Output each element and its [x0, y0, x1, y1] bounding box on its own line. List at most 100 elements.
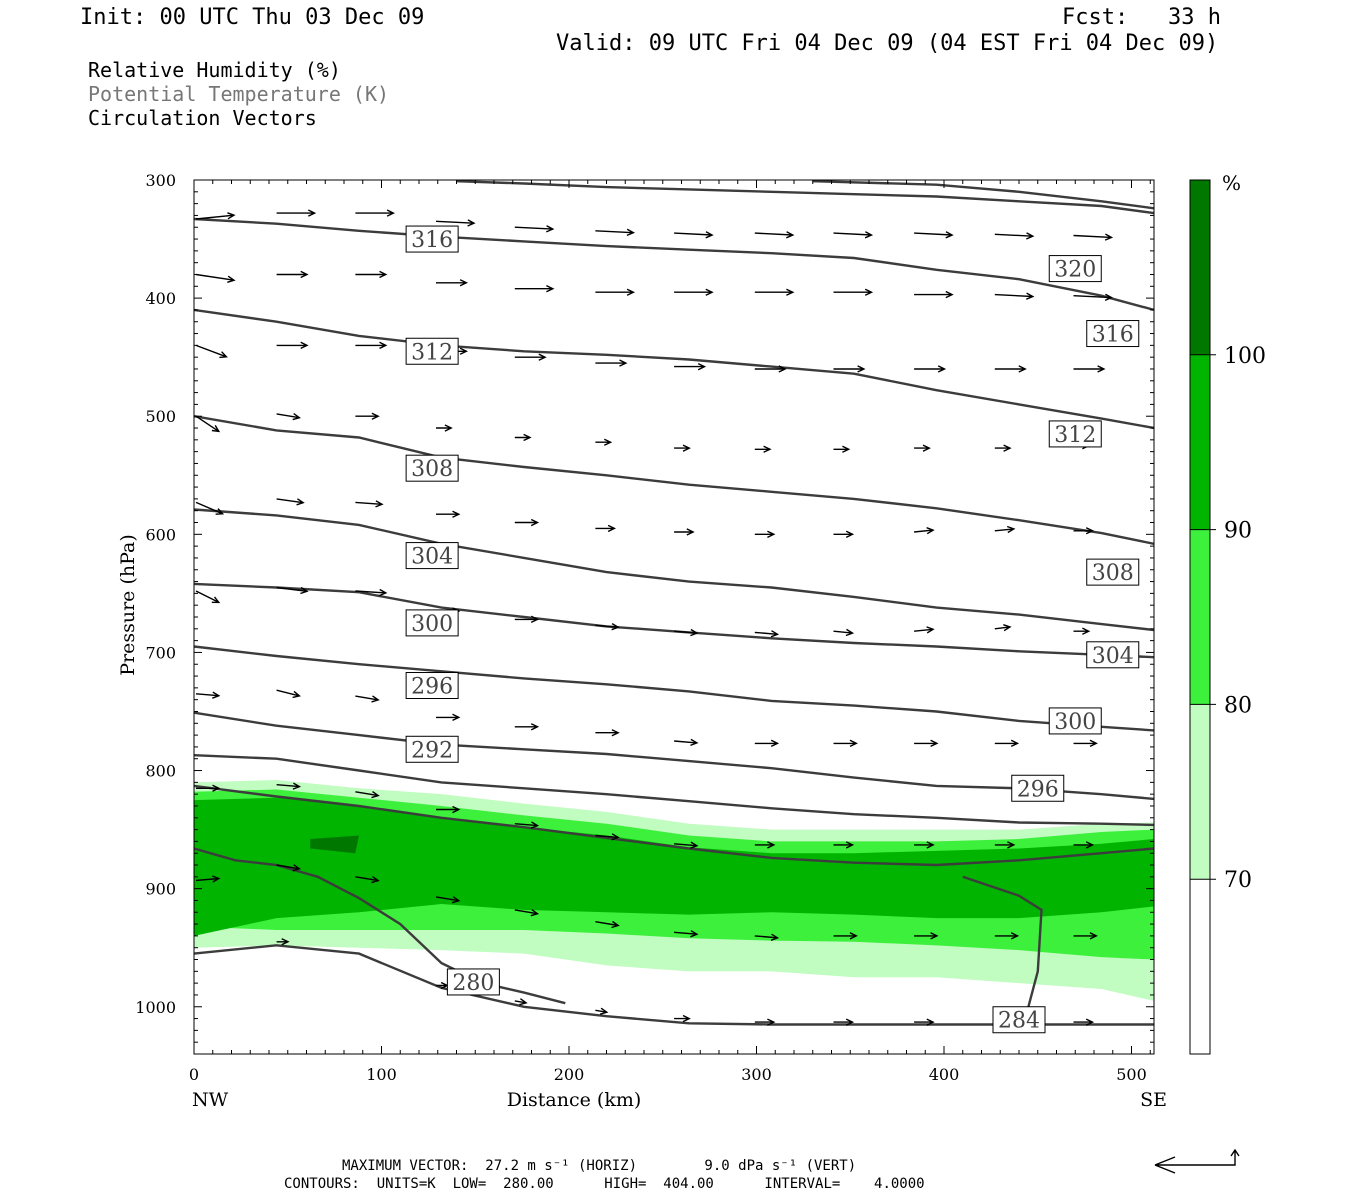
circulation-vector — [355, 695, 380, 703]
colorbar: 70 80 90 100% — [1189, 171, 1266, 1055]
x-tick-label: 500 — [1116, 1065, 1147, 1084]
contour-label-box — [405, 609, 459, 637]
contour-label: 320 — [1054, 258, 1096, 283]
circulation-vector — [195, 415, 221, 433]
circulation-vector — [514, 518, 540, 527]
y-tick-label: 1000 — [135, 998, 176, 1017]
circulation-vector — [595, 524, 617, 533]
circulation-vector — [833, 530, 855, 539]
circulation-vector — [833, 288, 874, 296]
circulation-vector — [1073, 932, 1098, 940]
contour-label: 284 — [998, 1009, 1040, 1034]
contour-label-box — [405, 542, 459, 570]
x-end-label-se: SE — [1140, 1089, 1167, 1111]
circulation-vector — [276, 689, 301, 699]
circulation-vector — [994, 292, 1035, 300]
circulation-vector — [994, 232, 1035, 240]
y-tick-label: 900 — [145, 880, 176, 899]
circulation-vector — [754, 933, 780, 941]
circulation-vector — [1073, 841, 1095, 849]
circulation-vector — [355, 588, 388, 597]
contour-label-box — [1048, 420, 1102, 448]
colorbar-level-label: 90 — [1224, 519, 1252, 544]
colorbar-segment — [1190, 879, 1210, 1054]
circulation-vector — [595, 1007, 609, 1015]
rh-shading — [194, 779, 1154, 1001]
legend-relative-humidity: Relative Humidity (%) — [88, 58, 341, 82]
theta-contour-292 — [194, 754, 1154, 827]
valid-time: Valid: 09 UTC Fri 04 Dec 09 (04 EST Fri … — [556, 31, 1219, 56]
circulation-vector — [276, 341, 309, 350]
circulation-vector — [674, 841, 699, 849]
circulation-vector — [276, 498, 305, 506]
contour-label: 296 — [1017, 777, 1059, 802]
circulation-vector — [436, 805, 461, 814]
circulation-vector — [276, 270, 309, 279]
circulation-vector — [1073, 739, 1098, 748]
circulation-vector — [833, 1018, 855, 1026]
circulation-vector — [833, 231, 874, 239]
circulation-vector — [914, 1018, 935, 1026]
contour-labels: 316 320 312 316 308 312 304 308 300 304 296 300 292 2… — [405, 225, 1140, 1034]
circulation-vector — [1073, 527, 1095, 535]
y-tick-label: 600 — [145, 525, 176, 544]
contour-label-box — [405, 672, 459, 700]
circulation-vector — [435, 219, 476, 227]
circulation-vector — [754, 530, 776, 539]
legend-circulation-vectors: Circulation Vectors — [88, 106, 317, 130]
circulation-vector — [276, 586, 309, 595]
circulation-vector — [514, 998, 528, 1006]
circulation-vector — [436, 510, 461, 518]
circulation-vector — [514, 433, 532, 442]
circulation-vector — [674, 1014, 691, 1023]
circulation-vector — [674, 231, 714, 239]
circulation-vector — [595, 729, 620, 737]
colorbar-unit: % — [1222, 171, 1241, 195]
circulation-vector — [355, 412, 380, 420]
circulation-vector — [196, 784, 221, 792]
circulation-vector — [914, 626, 935, 634]
footer-max-vector: MAXIMUM VECTOR: 27.2 m s⁻¹ (HORIZ) 9.0 d… — [342, 1158, 857, 1174]
contour-label-box — [992, 1006, 1046, 1034]
circulation-vector — [195, 691, 221, 699]
circulation-vector — [994, 525, 1016, 534]
circulation-vector — [674, 738, 699, 747]
circulation-vector — [595, 288, 636, 296]
contour-label: 312 — [411, 340, 453, 365]
contour-label-box — [446, 968, 500, 996]
rh-band-90 — [194, 797, 1154, 936]
circulation-vector — [994, 932, 1020, 940]
circulation-vector — [355, 270, 388, 279]
circulation-vector — [595, 359, 628, 367]
colorbar-segment — [1190, 704, 1210, 880]
contour-label: 292 — [411, 738, 453, 763]
circulation-vector — [436, 279, 469, 287]
circulation-vector — [754, 365, 787, 373]
contour-label-box — [1086, 641, 1140, 669]
circulation-vector — [674, 444, 691, 452]
circulation-vector — [994, 624, 1012, 632]
rh-band-100 — [310, 835, 359, 854]
colorbar-segment — [1190, 180, 1210, 355]
circulation-vector — [355, 341, 388, 350]
y-tick-label: 400 — [145, 289, 176, 308]
circulation-vector — [754, 445, 772, 453]
contour-label-box — [405, 735, 459, 763]
circulation-vector — [994, 365, 1027, 373]
reference-vector-arrow — [1154, 1148, 1240, 1174]
contour-label: 304 — [1092, 644, 1134, 669]
x-tick-label: 300 — [741, 1065, 772, 1084]
circulation-vector — [674, 528, 695, 536]
circulation-vector — [276, 782, 302, 790]
contour-label-box — [1048, 255, 1102, 283]
circulation-vector — [914, 527, 935, 535]
circulation-vector — [514, 225, 555, 233]
circulation-vector — [833, 932, 858, 940]
circulation-vector — [355, 876, 380, 884]
circulation-vector — [595, 920, 620, 929]
theta-contour-304 — [194, 582, 1154, 659]
colorbar-level-label: 100 — [1224, 344, 1266, 369]
contour-label: 300 — [411, 612, 453, 637]
contour-label-box — [405, 454, 459, 482]
circulation-vector — [514, 909, 540, 917]
